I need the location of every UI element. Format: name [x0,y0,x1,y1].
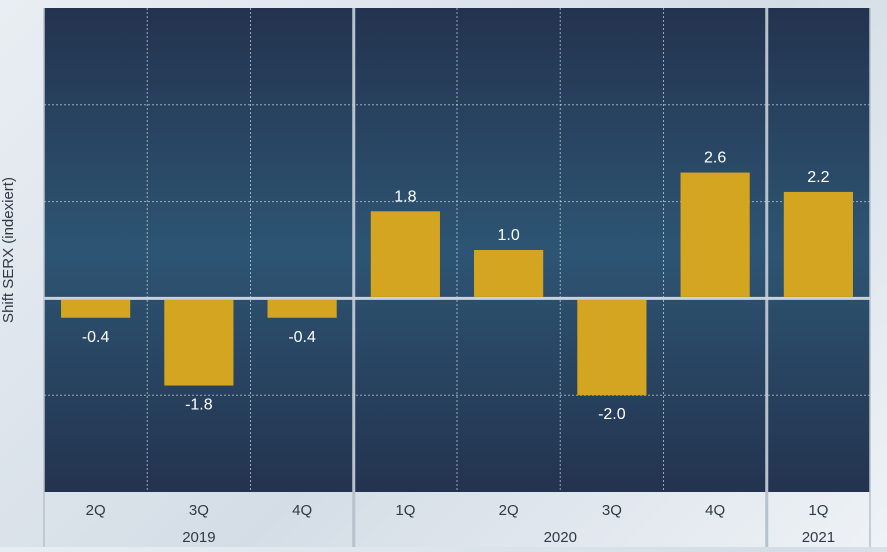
bar [61,299,131,318]
x-tick-label: 2Q [86,502,106,519]
bars [61,172,853,396]
x-axis: 2Q 3Q 4Q 1Q 2Q 3Q 4Q 1Q 2019 2020 2021 [86,502,835,546]
value-label: 2.2 [807,169,829,186]
year-label: 2019 [182,529,215,546]
x-tick-label: 1Q [808,502,828,519]
year-label: 2020 [544,529,577,546]
x-tick-label: 4Q [705,502,725,519]
bar [680,172,750,297]
value-label: 1.0 [498,227,520,244]
value-label: -0.4 [82,329,110,346]
value-label: -1.8 [185,397,213,414]
grid-lines [43,8,871,547]
bar [267,299,337,318]
x-tick-label: 4Q [292,502,312,519]
x-tick-label: 1Q [395,502,415,519]
bar [474,250,544,297]
value-label: 1.8 [394,188,416,205]
bar [783,191,853,297]
value-label: -2.0 [598,406,626,423]
bar [577,299,647,396]
bar [370,211,440,297]
y-axis-label: Shift SERX (indexiert) [0,177,17,323]
value-labels: -0.4 -1.8 -0.4 1.8 1.0 -2.0 2.6 2.2 [82,150,830,424]
value-label: -0.4 [288,329,316,346]
x-tick-label: 3Q [602,502,622,519]
bar [164,299,234,386]
year-label: 2021 [802,529,835,546]
x-tick-label: 2Q [499,502,519,519]
x-tick-label: 3Q [189,502,209,519]
value-label: 2.6 [704,150,726,167]
